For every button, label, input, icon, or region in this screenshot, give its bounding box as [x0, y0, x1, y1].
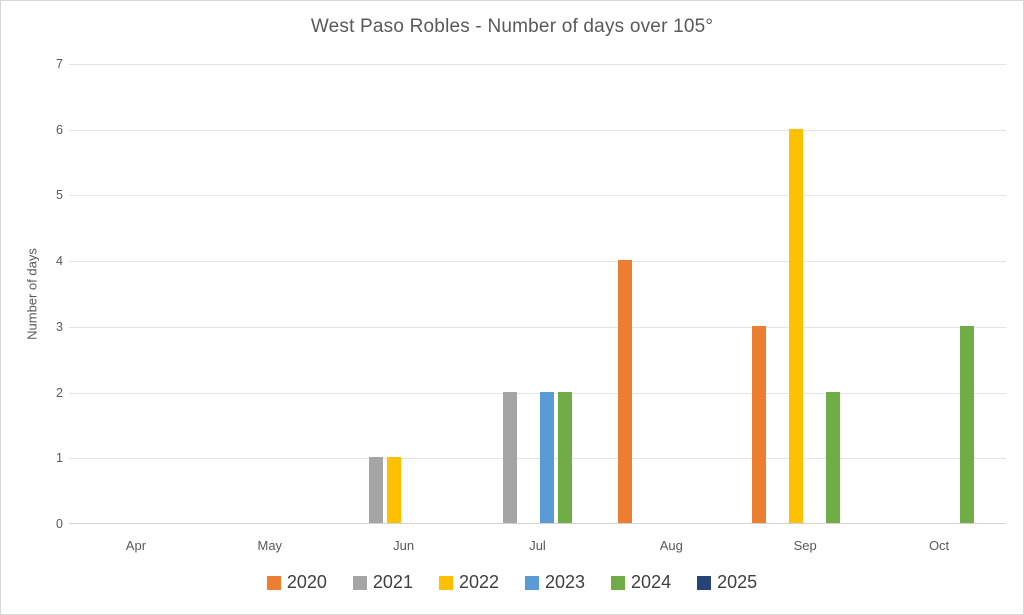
gridline-y5	[69, 195, 1006, 197]
legend-swatch-2023	[525, 575, 539, 590]
x-category-label-may: May	[257, 538, 283, 553]
legend-label-2025: 2025	[717, 572, 758, 592]
legend-swatch-2024	[611, 575, 626, 590]
legend-label-2022: 2022	[458, 572, 499, 592]
legend-swatch-2022	[438, 575, 453, 590]
bar-2024-oct	[959, 325, 974, 523]
x-category-label-apr: Apr	[125, 538, 147, 553]
y-tick-label: 6	[56, 122, 63, 137]
bar-2022-sep	[788, 128, 803, 523]
legend-item-2020: 2020	[266, 572, 327, 593]
x-category-label-jul: Jul	[529, 538, 546, 553]
bar-2020-aug	[618, 260, 633, 523]
y-tick-label: 7	[56, 57, 63, 71]
gridline-y1	[69, 458, 1006, 460]
y-tick-label: 3	[56, 319, 63, 334]
bar-2023-jul	[539, 391, 554, 523]
legend-swatch-2021	[352, 575, 367, 590]
legend-label-2021: 2021	[372, 572, 413, 592]
y-tick-label: 0	[56, 517, 63, 531]
bar-2021-jul	[502, 391, 517, 523]
bar-2022-jun	[387, 457, 402, 523]
legend: 2020 2021 2022 2023 2024 2025	[1, 572, 1023, 593]
gridline-y4	[69, 261, 1006, 263]
legend-item-2022: 2022	[438, 572, 499, 593]
legend-label-2023: 2023	[545, 572, 586, 592]
y-tick-label: 1	[56, 451, 63, 466]
x-axis-line	[69, 523, 1006, 524]
bar-2024-sep	[825, 391, 840, 523]
legend-item-2021: 2021	[352, 572, 413, 593]
y-tick-label: 5	[56, 188, 63, 203]
gridline-y2	[69, 392, 1006, 394]
legend-label-2024: 2024	[631, 572, 672, 592]
gridline-y3	[69, 326, 1006, 328]
bar-2024-jul	[558, 391, 573, 523]
y-tick-label: 4	[56, 254, 63, 269]
x-category-label-aug: Aug	[659, 538, 683, 553]
chart-title: West Paso Robles - Number of days over 1…	[310, 16, 714, 37]
plot-area	[69, 64, 1006, 524]
gridline-y7	[69, 64, 1006, 65]
legend-item-2024: 2024	[611, 572, 671, 593]
gridline-y6	[69, 129, 1006, 131]
legend-swatch-2025	[697, 575, 712, 590]
legend-label-2020: 2020	[286, 572, 327, 592]
y-tick-label: 2	[56, 385, 63, 400]
x-category-label-jun: Jun	[393, 538, 415, 553]
x-category-label-sep: Sep	[793, 538, 817, 553]
x-category-label-oct: Oct	[928, 538, 950, 553]
legend-item-2023: 2023	[525, 572, 585, 593]
bar-2021-jun	[368, 457, 383, 523]
legend-swatch-2020	[266, 575, 281, 590]
bar-2020-sep	[751, 325, 766, 523]
legend-item-2025: 2025	[697, 572, 757, 593]
